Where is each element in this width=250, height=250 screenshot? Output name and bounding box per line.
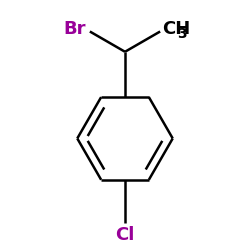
Text: CH: CH xyxy=(162,20,191,38)
Text: 3: 3 xyxy=(177,27,187,41)
Text: Br: Br xyxy=(64,20,86,38)
Text: Cl: Cl xyxy=(115,226,135,244)
